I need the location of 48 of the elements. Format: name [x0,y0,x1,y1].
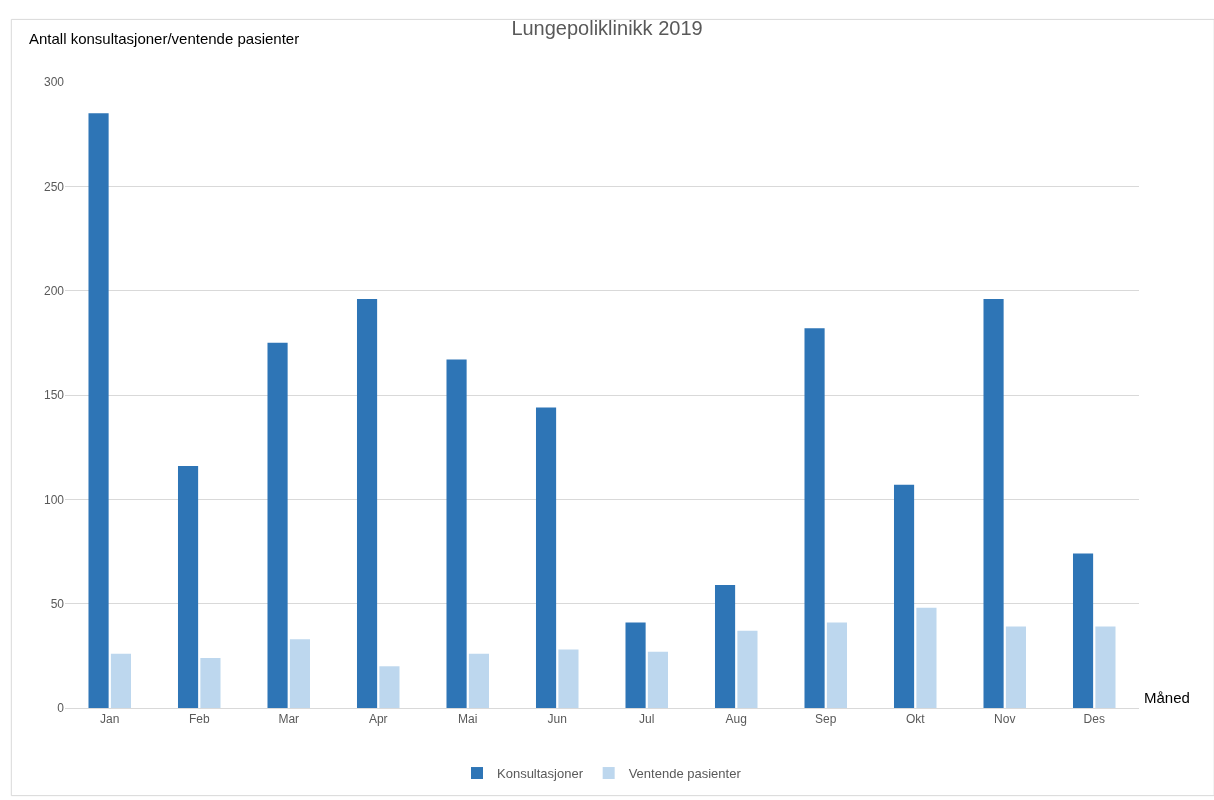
bar [1005,626,1027,708]
x-tick-label: Feb [188,712,210,727]
x-tick-label: Jun [547,712,567,727]
x-tick-label: Mar [278,712,300,727]
x-tick-label: Des [1083,712,1105,727]
x-tick-label: Okt [905,712,926,727]
y-tick-label: 100 [43,492,65,507]
bar [893,484,915,708]
bar [88,113,109,708]
bar [356,299,378,708]
bar [1095,626,1116,708]
bar [110,653,132,708]
x-tick-label: Mai [458,712,478,727]
y-tick-label: 250 [43,179,65,194]
bar [558,649,579,708]
x-tick-label: Jan [100,712,120,727]
bar [535,407,557,708]
y-axis-title: Antall konsultasjoner/ventende pasienter [29,30,300,47]
bar [468,653,490,708]
bar [446,359,467,708]
y-tick-label: 150 [43,388,65,403]
bar [916,607,937,708]
bar [289,639,311,708]
bar [647,651,669,708]
chart-title: Lungepoliklinikk 2019 [511,17,703,39]
y-tick-label: 300 [43,75,65,90]
bar [1072,553,1094,708]
bar [379,666,400,708]
x-tick-label: Jul [639,712,655,727]
legend-label: Ventende pasienter [628,766,742,782]
y-tick-label: 50 [50,596,65,611]
bar [714,584,736,708]
bar [826,622,848,708]
bar [177,465,199,708]
x-axis-title: Måned [1144,689,1190,706]
x-tick-label: Nov [994,712,1016,727]
bar [267,342,288,708]
x-tick-label: Aug [725,712,747,727]
y-tick-label: 200 [43,283,65,298]
bar [983,299,1004,708]
x-tick-label: Sep [815,712,837,727]
y-tick-label: 0 [57,701,65,716]
legend-label: Konsultasjoner [497,766,584,782]
bar [200,657,221,708]
bar [625,622,646,708]
bar [804,328,825,708]
bar [737,630,758,708]
x-tick-label: Apr [368,712,388,727]
